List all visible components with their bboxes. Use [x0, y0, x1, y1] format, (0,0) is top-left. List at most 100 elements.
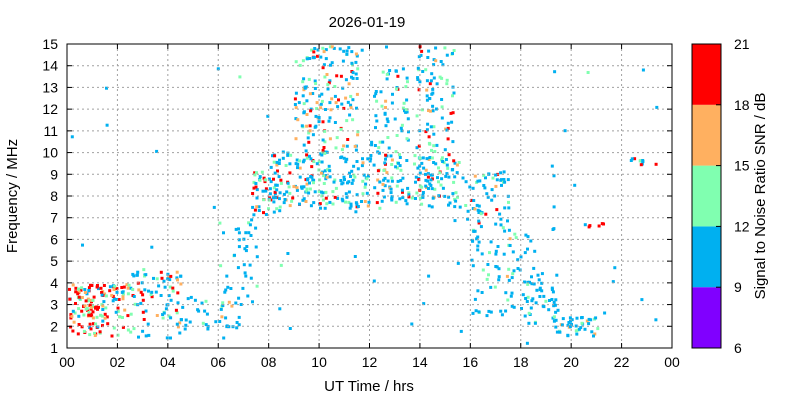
data-cell	[322, 182, 326, 185]
data-cell	[396, 179, 400, 183]
data-cell	[499, 217, 503, 221]
data-cell	[339, 179, 343, 182]
data-cell	[473, 297, 477, 301]
data-cell	[350, 75, 353, 79]
data-cell	[534, 301, 538, 305]
data-cell	[242, 263, 246, 267]
data-cell	[323, 151, 327, 155]
data-cell	[310, 48, 314, 52]
data-cell	[404, 85, 408, 89]
data-cell	[499, 171, 503, 175]
data-cell	[417, 55, 421, 59]
data-cell	[102, 300, 106, 304]
data-cell	[175, 322, 179, 326]
data-cell	[430, 72, 434, 76]
y-tick-label: 10	[42, 145, 58, 161]
data-cell	[160, 276, 164, 280]
data-cell	[307, 140, 311, 144]
data-cell	[566, 334, 570, 338]
data-cell	[301, 80, 305, 84]
data-cell	[342, 106, 346, 110]
data-cell	[373, 186, 377, 190]
data-cell	[139, 290, 143, 294]
data-cell	[93, 334, 97, 337]
data-cell	[126, 286, 130, 290]
data-cell	[542, 294, 546, 298]
data-cell	[390, 195, 394, 199]
data-cell	[430, 92, 434, 96]
data-cell	[452, 159, 456, 163]
data-cell	[468, 185, 472, 189]
data-cell	[399, 179, 403, 183]
data-cell	[295, 158, 299, 162]
data-cell	[372, 279, 376, 283]
data-cell	[494, 184, 498, 188]
data-cell	[429, 173, 433, 177]
data-cell	[314, 114, 318, 118]
data-cell	[337, 98, 340, 102]
data-cell	[570, 318, 574, 322]
data-cell	[494, 222, 498, 226]
data-cell	[206, 327, 210, 331]
data-cell	[301, 59, 305, 63]
data-cell	[398, 197, 402, 201]
data-cell	[441, 186, 445, 190]
data-cell	[97, 305, 100, 309]
data-cell	[309, 107, 313, 111]
data-cell	[142, 318, 146, 321]
data-cell	[347, 82, 351, 86]
data-cell	[354, 210, 358, 214]
data-cell	[472, 199, 476, 202]
data-cell	[540, 272, 544, 276]
data-cell	[342, 49, 346, 53]
data-cell	[482, 184, 486, 187]
data-cell	[324, 196, 328, 200]
data-cell	[510, 304, 514, 308]
data-cell	[383, 184, 387, 188]
data-cell	[88, 322, 92, 326]
data-cell	[420, 185, 424, 189]
data-cell	[73, 311, 77, 315]
data-cell	[351, 71, 355, 75]
data-cell	[495, 265, 499, 269]
data-cell	[523, 280, 526, 284]
data-cell	[361, 157, 364, 161]
data-cell	[264, 213, 268, 216]
data-cell	[304, 200, 308, 203]
data-cell	[629, 159, 633, 162]
data-cell	[329, 108, 333, 112]
data-cell	[345, 195, 349, 199]
data-cell	[376, 178, 380, 182]
data-cell	[353, 144, 357, 148]
data-cell	[237, 245, 241, 249]
data-cell	[326, 168, 330, 172]
data-cell	[360, 48, 364, 52]
data-cell	[313, 125, 317, 129]
data-cell	[416, 76, 420, 80]
data-cell	[69, 313, 73, 317]
data-cell	[305, 124, 309, 128]
data-cell	[375, 99, 379, 103]
data-cell	[305, 187, 309, 191]
data-cell	[225, 274, 229, 278]
data-cell	[166, 277, 170, 281]
data-cell	[407, 193, 411, 197]
data-cell	[252, 180, 256, 184]
data-cell	[498, 212, 502, 216]
y-tick-label: 5	[50, 253, 58, 269]
data-cell	[333, 85, 337, 88]
data-cell	[95, 315, 99, 319]
data-cell	[427, 141, 431, 145]
data-cell	[101, 324, 104, 328]
data-cell	[237, 227, 240, 231]
data-cell	[500, 183, 503, 187]
data-cell	[301, 94, 305, 98]
data-cell	[431, 196, 435, 200]
data-cell	[121, 325, 125, 329]
data-cell	[575, 332, 579, 336]
data-cell	[311, 133, 315, 137]
data-cell	[477, 221, 481, 225]
data-cell	[429, 184, 433, 187]
data-cell	[319, 106, 323, 110]
data-cell	[456, 261, 460, 265]
